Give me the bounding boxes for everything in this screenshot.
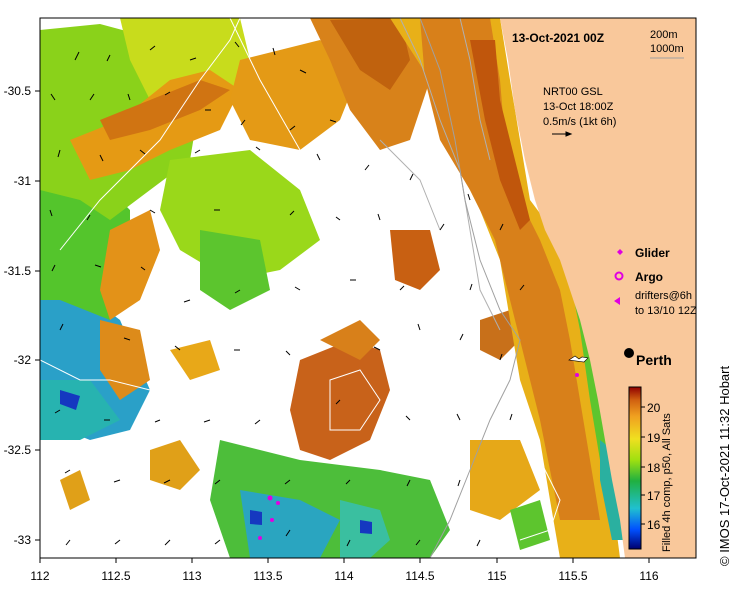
y-tick: -31.5 [4, 264, 32, 278]
y-axis: -30.5 -31 -31.5 -32 -32.5 -33 [4, 84, 40, 547]
current-source-label: NRT00 GSL [543, 86, 603, 98]
x-tick: 113 [182, 569, 201, 583]
x-tick: 112.5 [101, 569, 130, 583]
y-tick: -31 [14, 174, 32, 188]
colorbar [628, 386, 642, 550]
x-tick: 115 [487, 569, 506, 583]
y-tick: -30.5 [4, 84, 32, 98]
x-axis: 112 112.5 113 113.5 114 114.5 115 115.5 … [30, 558, 659, 583]
y-tick: -32 [14, 353, 32, 367]
y-tick: -33 [14, 533, 32, 547]
x-tick: 114.5 [405, 569, 434, 583]
current-time-label: 13-Oct 18:00Z [543, 101, 614, 113]
drifter-markers [258, 373, 579, 540]
drifter-subtext: to 13/10 12Z [635, 305, 697, 317]
colorbar-tick: 18 [647, 461, 661, 475]
x-tick: 116 [639, 569, 658, 583]
perth-label: Perth [636, 352, 672, 368]
map-title: 13-Oct-2021 00Z [512, 31, 604, 45]
scale-arrow-icon [552, 131, 573, 137]
colorbar-tick: 17 [647, 489, 661, 503]
argo-label: Argo [635, 270, 663, 284]
isobaths [40, 18, 561, 558]
colorbar-tick: 19 [647, 431, 661, 445]
current-vectors [49, 41, 525, 547]
drifter-label: drifters@6h [635, 290, 692, 302]
isobath-1000m-label: 1000m [650, 43, 684, 55]
x-tick: 112 [30, 569, 49, 583]
glider-icon [617, 249, 623, 255]
credit-label: © IMOS 17-Oct-2021 11:32 Hobart [717, 366, 732, 566]
x-tick: 115.5 [558, 569, 587, 583]
glider-label: Glider [635, 246, 670, 260]
x-tick: 113.5 [253, 569, 282, 583]
drifter-icon [614, 297, 620, 305]
land-mass [500, 18, 696, 558]
isobath-200m-label: 200m [650, 29, 678, 41]
colorbar-title: Filled 4h comp, p50, All Sats [661, 413, 673, 552]
argo-icon [614, 271, 624, 281]
sst-field [40, 18, 630, 558]
perth-marker [624, 348, 634, 358]
colorbar-tick: 20 [647, 401, 661, 415]
plot-area [40, 18, 696, 558]
colorbar-tick: 16 [647, 518, 661, 532]
y-tick: -32.5 [4, 443, 32, 457]
x-tick: 114 [334, 569, 353, 583]
current-scale-label: 0.5m/s (1kt 6h) [543, 116, 616, 128]
